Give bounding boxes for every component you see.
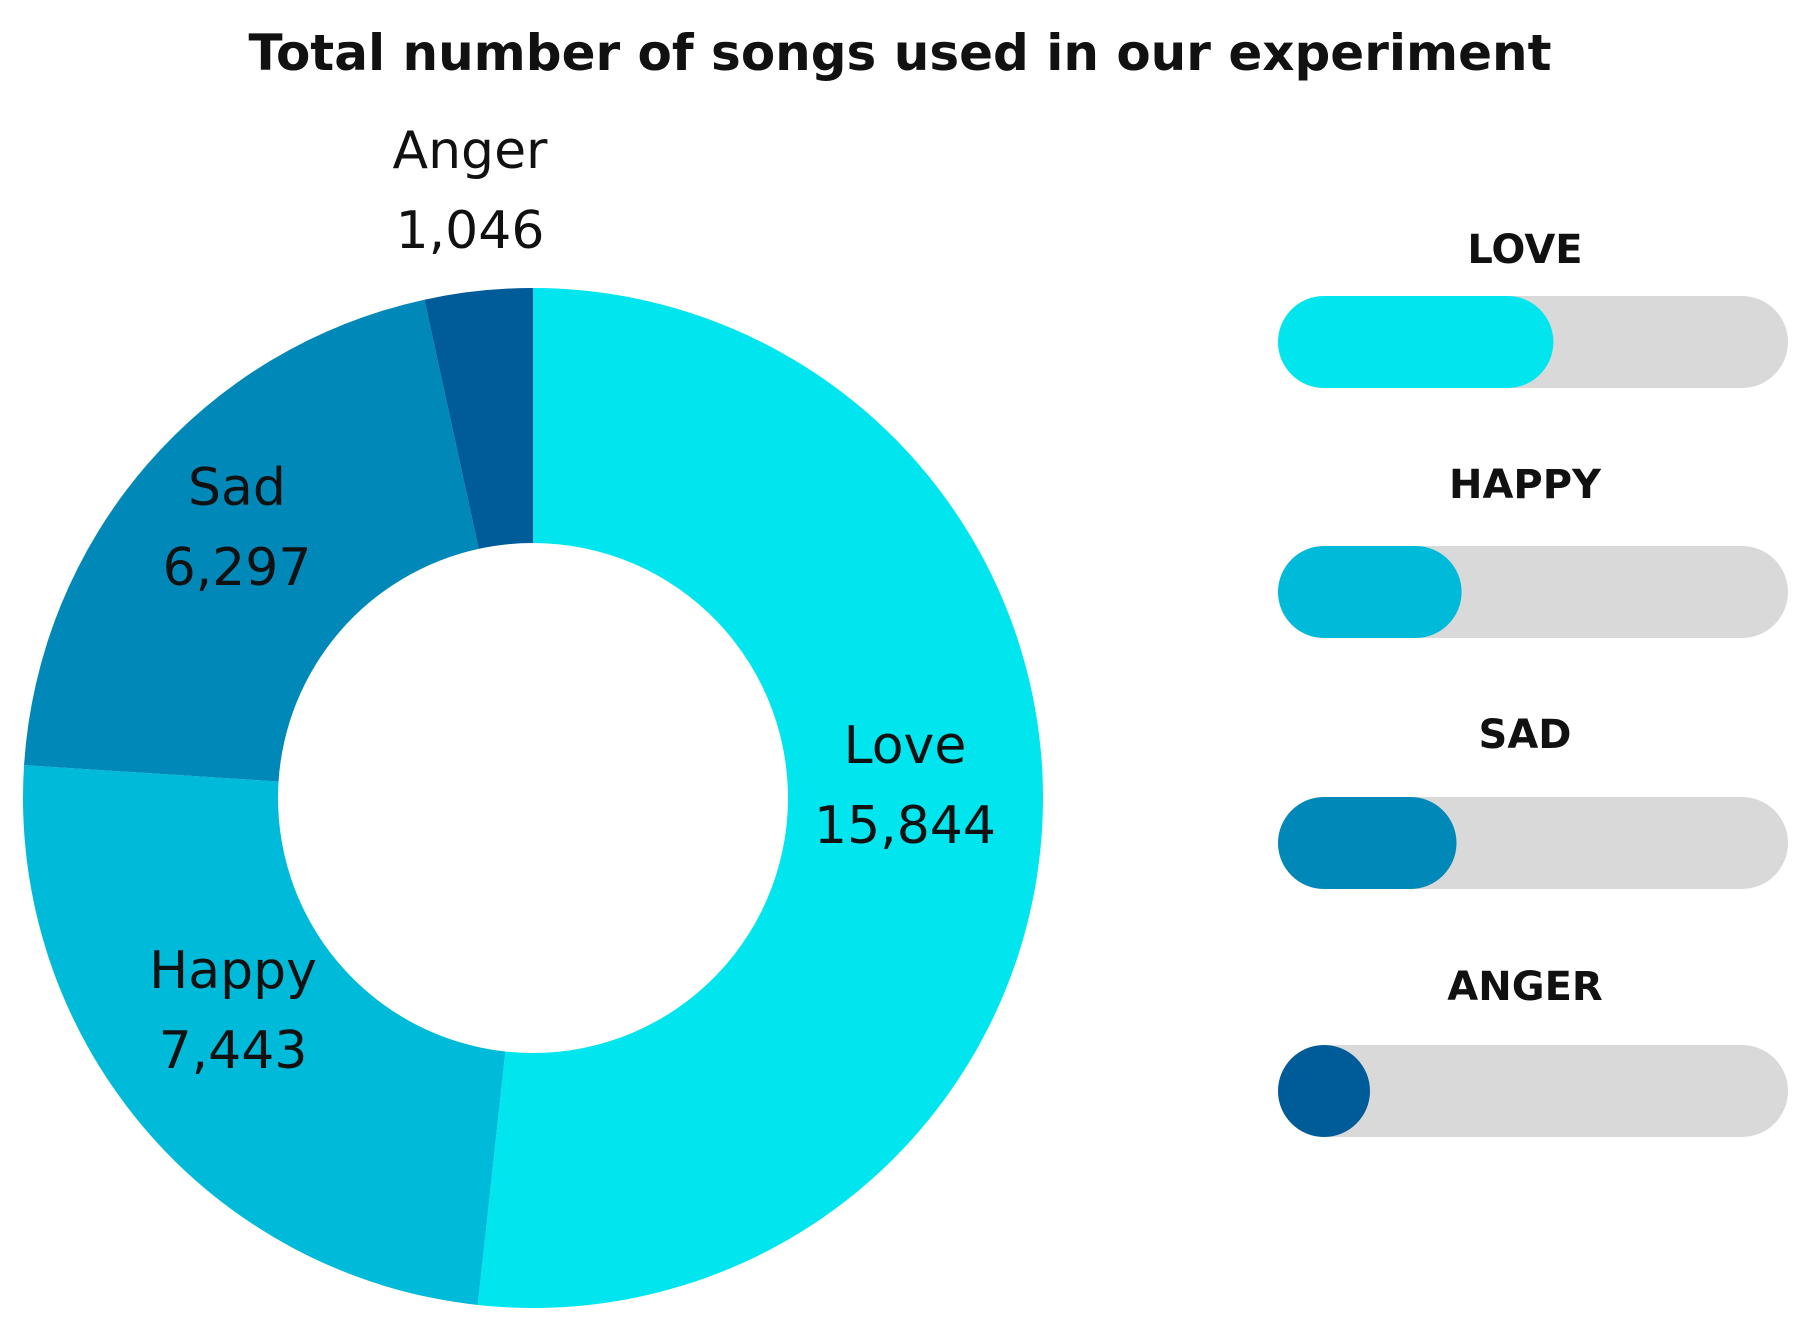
slice-happy — [22, 765, 506, 1306]
bar-label-anger: ANGER — [1447, 964, 1602, 1010]
bar-fill-sad — [1278, 797, 1457, 889]
slice-value-sad: 6,297 — [163, 538, 312, 598]
progress-bars: LOVE HAPPY SAD ANGER — [1278, 227, 1788, 1137]
bar-fill-anger — [1278, 1045, 1370, 1137]
slice-label-love: Love — [844, 716, 967, 776]
slice-love — [477, 288, 1043, 1308]
slice-sad — [24, 299, 479, 782]
bar-label-sad: SAD — [1479, 712, 1572, 758]
slice-label-sad: Sad — [188, 458, 286, 518]
slice-label-anger: Anger — [393, 121, 549, 181]
bar-track-anger — [1278, 1045, 1788, 1137]
bar-label-love: LOVE — [1467, 227, 1582, 273]
chart-title: Total number of songs used in our experi… — [248, 24, 1551, 82]
bar-fill-love — [1278, 296, 1554, 388]
slice-value-happy: 7,443 — [159, 1021, 308, 1081]
bar-label-happy: HAPPY — [1449, 462, 1602, 508]
donut-chart: Love 15,844 Happy 7,443 Sad 6,297 Anger 1,046 — [22, 121, 1043, 1308]
slice-value-anger: 1,046 — [396, 201, 545, 261]
slice-anger — [424, 288, 533, 549]
slice-value-love: 15,844 — [814, 796, 996, 856]
slice-label-happy: Happy — [149, 941, 317, 1001]
bar-fill-happy — [1278, 546, 1462, 638]
